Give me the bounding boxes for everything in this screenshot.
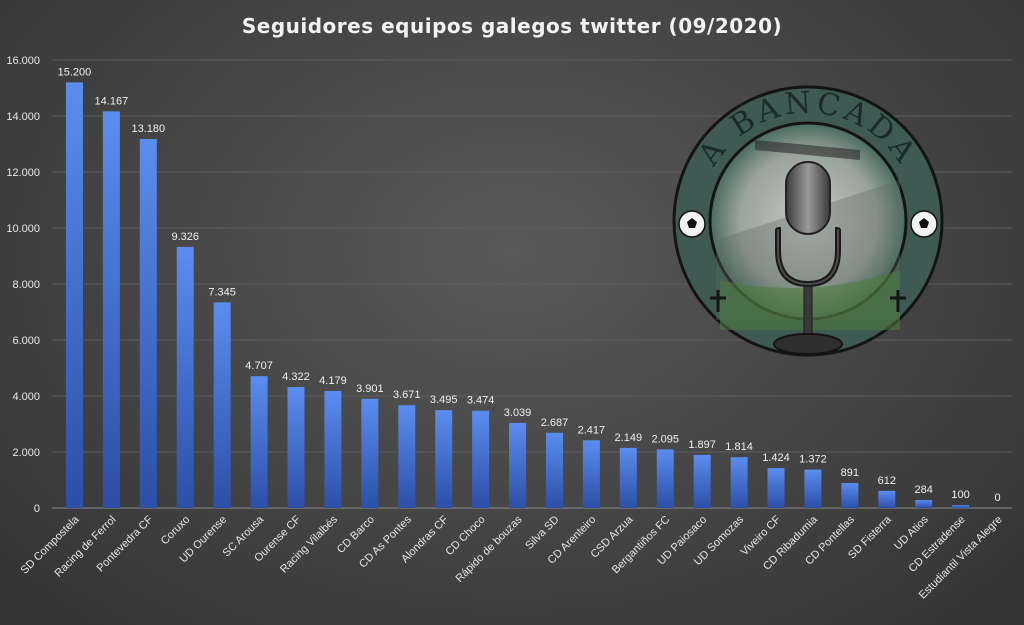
chart-title: Seguidores equipos galegos twitter (09/2… <box>241 14 783 38</box>
data-label: 4.179 <box>319 375 347 387</box>
data-label: 2.095 <box>651 433 679 445</box>
y-tick-label: 12.000 <box>6 167 40 179</box>
data-label: 1.372 <box>799 454 827 466</box>
data-label: 2.417 <box>578 424 606 436</box>
data-label: 1.897 <box>688 439 716 451</box>
soccer-ball-icon <box>678 210 706 238</box>
microphone-icon <box>773 161 843 355</box>
bar <box>509 422 527 508</box>
bar <box>176 246 194 508</box>
y-tick-label: 2.000 <box>12 447 40 459</box>
bar <box>952 505 970 508</box>
data-label: 3.039 <box>504 407 532 419</box>
bar <box>250 376 268 508</box>
data-label: 4.322 <box>282 371 310 383</box>
bar <box>693 454 711 508</box>
data-label: 891 <box>841 467 859 479</box>
bar <box>582 440 600 508</box>
data-label: 3.474 <box>467 395 495 407</box>
y-tick-label: 0 <box>34 503 40 515</box>
data-label: 15.200 <box>58 66 92 78</box>
y-tick-label: 10.000 <box>6 223 40 235</box>
bar <box>619 447 637 508</box>
y-tick-label: 8.000 <box>12 279 40 291</box>
cross-icon <box>890 290 906 312</box>
category-label: Silva SD <box>523 514 561 552</box>
bar <box>102 111 120 508</box>
bar <box>767 468 785 508</box>
y-tick-label: 4.000 <box>12 391 40 403</box>
logo-emblem: A BANCADA <box>672 85 944 357</box>
data-label: 4.707 <box>245 360 273 372</box>
bar <box>324 390 342 508</box>
data-label: 2.149 <box>615 432 643 444</box>
data-label: 13.180 <box>131 123 165 135</box>
y-tick-label: 6.000 <box>12 335 40 347</box>
category-label: Rápido de bouzas <box>453 513 525 585</box>
data-label: 100 <box>951 489 969 501</box>
bar <box>398 405 416 508</box>
data-label: 2.687 <box>541 417 569 429</box>
data-label: 3.495 <box>430 394 458 406</box>
data-label: 14.167 <box>95 95 129 107</box>
data-label: 3.901 <box>356 383 384 395</box>
data-label: 0 <box>994 492 1000 504</box>
bar <box>65 82 83 509</box>
data-label: 9.326 <box>171 231 199 243</box>
bar <box>435 410 453 508</box>
bar <box>361 398 379 508</box>
data-label: 284 <box>915 484 933 496</box>
bar <box>213 302 231 508</box>
soccer-ball-icon <box>910 210 938 238</box>
data-label: 1.814 <box>725 441 753 453</box>
bar <box>915 500 933 508</box>
data-label: 3.671 <box>393 389 421 401</box>
bar <box>472 410 490 508</box>
bar <box>545 432 563 508</box>
y-tick-label: 14.000 <box>6 111 40 123</box>
data-label: 7.345 <box>208 286 236 298</box>
bar <box>878 490 896 508</box>
bar <box>287 386 305 508</box>
bar <box>730 457 748 508</box>
y-tick-label: 16.000 <box>6 55 40 67</box>
bar <box>139 138 157 508</box>
cross-icon <box>710 290 726 312</box>
bar <box>841 483 859 508</box>
data-label: 612 <box>878 475 896 487</box>
bar <box>656 449 674 508</box>
data-label: 1.424 <box>762 452 790 464</box>
category-label: Coruxo <box>159 514 193 548</box>
bar <box>804 469 822 508</box>
